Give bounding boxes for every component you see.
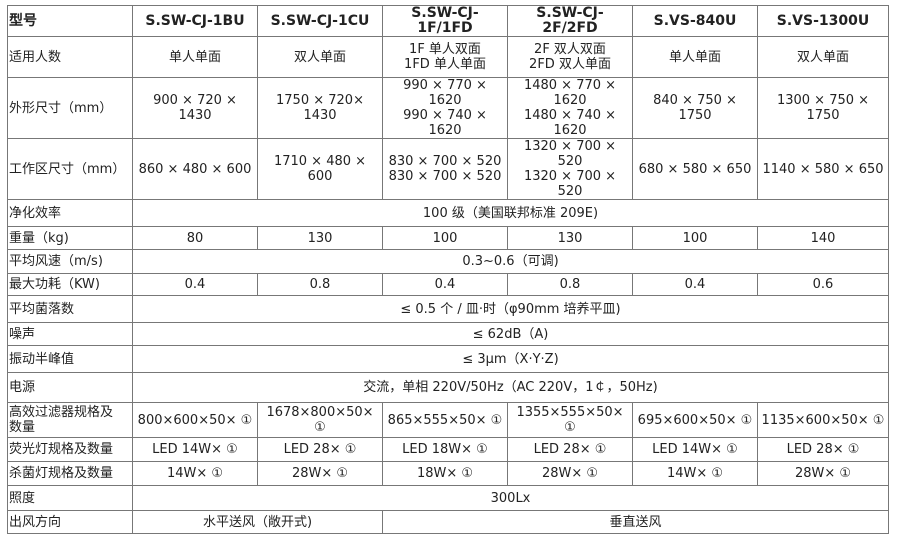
- table-cell: 单人单面: [132, 36, 258, 78]
- table-cell: 交流，单相 220V/50Hz（AC 220V，1￠，50Hz): [132, 372, 889, 403]
- table-cell: 1355×555×50× ①: [507, 402, 633, 438]
- table-cell: 300Lx: [132, 485, 889, 511]
- table-cell: 0.8: [507, 273, 633, 296]
- row-label: 工作区尺寸（mm）: [7, 138, 133, 200]
- table-cell: 14W× ①: [632, 461, 758, 486]
- table-cell: 130: [257, 226, 383, 250]
- table-row: 工作区尺寸（mm） 860 × 480 × 600 1710 × 480 × 600…: [7, 138, 889, 200]
- header-row: 型号 S.SW-CJ-1BU S.SW-CJ-1CU S.SW-CJ-1F/1FD S.…: [7, 5, 889, 37]
- table-cell: 900 × 720 × 1430: [132, 77, 258, 139]
- table-cell: 1750 × 720× 1430: [257, 77, 383, 139]
- table-cell: 0.4: [382, 273, 508, 296]
- table-cell: 28W× ①: [257, 461, 383, 486]
- table-row: 净化效率 100 级（美国联邦标准 209E): [7, 199, 889, 227]
- table-cell: 840 × 750 × 1750: [632, 77, 758, 139]
- table-cell: 垂直送风: [382, 510, 889, 534]
- table-row: 荧光灯规格及数量 LED 14W× ① LED 28× ① LED 18W× ① LED…: [7, 437, 889, 462]
- table-cell: 0.6: [757, 273, 889, 296]
- table-cell: 100 级（美国联邦标准 209E): [132, 199, 889, 227]
- row-label: 适用人数: [7, 36, 133, 78]
- table-cell: ≤ 0.5 个 / 皿·时（φ90mm 培养平皿): [132, 295, 889, 323]
- model-header: S.VS-1300U: [757, 5, 889, 37]
- table-row: 电源 交流，单相 220V/50Hz（AC 220V，1￠，50Hz): [7, 372, 889, 403]
- table-cell: 0.4: [632, 273, 758, 296]
- model-header: S.SW-CJ-2F/2FD: [507, 5, 633, 37]
- table-cell: 水平送风（敞开式): [132, 510, 383, 534]
- table-cell: ≤ 3μm（X·Y·Z): [132, 345, 889, 373]
- table-cell: 1480 × 770 × 1620 1480 × 740 × 1620: [507, 77, 633, 139]
- row-label: 重量（kg): [7, 226, 133, 250]
- table-row: 适用人数 单人单面 双人单面 1F 单人双面 1FD 单人单面 2F 双人双面 2FD …: [7, 36, 889, 78]
- table-row: 最大功耗（KW) 0.4 0.8 0.4 0.8 0.4 0.6: [7, 273, 889, 296]
- row-label: 平均风速（m/s): [7, 249, 133, 274]
- table-cell: 680 × 580 × 650: [632, 138, 758, 200]
- row-label: 净化效率: [7, 199, 133, 227]
- table-row: 振动半峰值 ≤ 3μm（X·Y·Z): [7, 345, 889, 373]
- table-row: 噪声 ≤ 62dB（A): [7, 322, 889, 346]
- table-cell: 100: [382, 226, 508, 250]
- spec-table: 型号 S.SW-CJ-1BU S.SW-CJ-1CU S.SW-CJ-1F/1FD S.…: [7, 5, 889, 534]
- table-cell: 1135×600×50× ①: [757, 402, 889, 438]
- table-cell: 双人单面: [257, 36, 383, 78]
- table-row: 平均风速（m/s) 0.3~0.6（可调): [7, 249, 889, 274]
- row-label: 平均菌落数: [7, 295, 133, 323]
- table-cell: 990 × 770 × 1620 990 × 740 × 1620: [382, 77, 508, 139]
- spec-table-body: 型号 S.SW-CJ-1BU S.SW-CJ-1CU S.SW-CJ-1F/1FD S.…: [7, 5, 889, 534]
- table-cell: 865×555×50× ①: [382, 402, 508, 438]
- table-cell: 1300 × 750 × 1750: [757, 77, 889, 139]
- table-cell: ≤ 62dB（A): [132, 322, 889, 346]
- table-cell: 单人单面: [632, 36, 758, 78]
- row-label: 振动半峰值: [7, 345, 133, 373]
- table-cell: 0.8: [257, 273, 383, 296]
- model-header: S.SW-CJ-1F/1FD: [382, 5, 508, 37]
- row-label: 高效过滤器规格及 数量: [7, 402, 133, 438]
- table-row: 照度 300Lx: [7, 485, 889, 511]
- table-cell: 100: [632, 226, 758, 250]
- table-cell: 28W× ①: [757, 461, 889, 486]
- table-row: 外形尺寸（mm） 900 × 720 × 1430 1750 × 720× 1430…: [7, 77, 889, 139]
- table-cell: 18W× ①: [382, 461, 508, 486]
- table-cell: 695×600×50× ①: [632, 402, 758, 438]
- table-row: 平均菌落数 ≤ 0.5 个 / 皿·时（φ90mm 培养平皿): [7, 295, 889, 323]
- table-cell: 800×600×50× ①: [132, 402, 258, 438]
- table-cell: 860 × 480 × 600: [132, 138, 258, 200]
- table-cell: 14W× ①: [132, 461, 258, 486]
- row-label: 最大功耗（KW): [7, 273, 133, 296]
- row-label: 出风方向: [7, 510, 133, 534]
- row-label: 荧光灯规格及数量: [7, 437, 133, 462]
- table-row: 出风方向 水平送风（敞开式) 垂直送风: [7, 510, 889, 534]
- row-label: 电源: [7, 372, 133, 403]
- table-cell: LED 28× ①: [507, 437, 633, 462]
- table-cell: 双人单面: [757, 36, 889, 78]
- table-cell: LED 14W× ①: [132, 437, 258, 462]
- row-label: 照度: [7, 485, 133, 511]
- model-header: S.SW-CJ-1BU: [132, 5, 258, 37]
- table-cell: 0.3~0.6（可调): [132, 249, 889, 274]
- model-header: S.VS-840U: [632, 5, 758, 37]
- row-label: 外形尺寸（mm）: [7, 77, 133, 139]
- table-cell: 140: [757, 226, 889, 250]
- model-header: S.SW-CJ-1CU: [257, 5, 383, 37]
- table-cell: 130: [507, 226, 633, 250]
- table-row: 高效过滤器规格及 数量 800×600×50× ① 1678×800×50× ① 86…: [7, 402, 889, 438]
- table-cell: 80: [132, 226, 258, 250]
- table-cell: LED 28× ①: [257, 437, 383, 462]
- table-cell: 830 × 700 × 520 830 × 700 × 520: [382, 138, 508, 200]
- table-cell: 28W× ①: [507, 461, 633, 486]
- table-cell: LED 18W× ①: [382, 437, 508, 462]
- row-label: 杀菌灯规格及数量: [7, 461, 133, 486]
- table-cell: 0.4: [132, 273, 258, 296]
- table-cell: 1F 单人双面 1FD 单人单面: [382, 36, 508, 78]
- table-cell: 1678×800×50× ①: [257, 402, 383, 438]
- row-label: 噪声: [7, 322, 133, 346]
- table-cell: LED 14W× ①: [632, 437, 758, 462]
- table-row: 重量（kg) 80 130 100 130 100 140: [7, 226, 889, 250]
- table-cell: LED 28× ①: [757, 437, 889, 462]
- table-cell: 1320 × 700 × 520 1320 × 700 × 520: [507, 138, 633, 200]
- table-cell: 1140 × 580 × 650: [757, 138, 889, 200]
- table-cell: 1710 × 480 × 600: [257, 138, 383, 200]
- table-cell: 2F 双人双面 2FD 双人单面: [507, 36, 633, 78]
- model-header-label: 型号: [7, 5, 133, 37]
- table-row: 杀菌灯规格及数量 14W× ① 28W× ① 18W× ① 28W× ① 14W× ① 28…: [7, 461, 889, 486]
